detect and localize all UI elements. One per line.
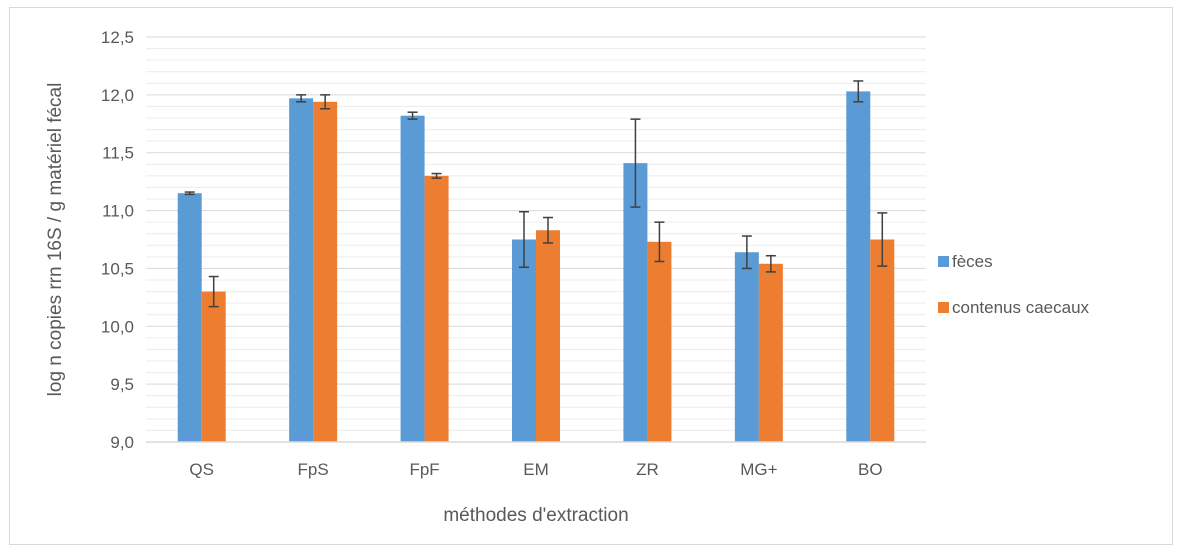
legend-label: contenus caecaux [952, 298, 1090, 317]
y-tick-label: 12,5 [101, 28, 134, 47]
bar-contenus-caecaux [647, 241, 672, 442]
bar-feces [289, 98, 314, 442]
error-bars [184, 80, 888, 308]
y-tick-label: 12,0 [101, 86, 134, 105]
x-tick-label: FpF [409, 460, 439, 479]
bar-feces [623, 163, 648, 442]
bar-feces [512, 239, 536, 442]
legend-swatch [938, 256, 949, 267]
chart-frame [9, 7, 1173, 545]
bar-contenus-caecaux [424, 175, 449, 442]
x-tick-label: MG+ [740, 460, 777, 479]
x-axis-title: méthodes d'extraction [443, 505, 628, 526]
x-tick-label: EM [523, 460, 549, 479]
bar-contenus-caecaux [536, 230, 560, 442]
legend-swatch [938, 302, 949, 313]
y-tick-label: 9,0 [110, 433, 134, 452]
bar-feces [846, 91, 871, 442]
bar-contenus-caecaux [201, 291, 226, 442]
x-axis-ticks: QS FpS FpF EM ZR MG+ BO [189, 460, 882, 479]
bar-contenus-caecaux [313, 101, 338, 443]
x-tick-label: QS [189, 460, 214, 479]
y-tick-label: 9,5 [110, 375, 134, 394]
x-tick-label: FpS [298, 460, 329, 479]
y-tick-label: 11,0 [102, 202, 134, 221]
y-tick-label: 11,5 [102, 144, 134, 163]
y-tick-label: 10,0 [101, 317, 134, 336]
y-axis-title: log n copies rrn 16S / g matériel fécal [45, 83, 66, 397]
y-axis-ticks: 9,0 9,5 10,0 10,5 11,0 11,5 12,0 12,5 [101, 28, 134, 452]
legend-label: fèces [952, 252, 993, 271]
bars [177, 91, 895, 443]
legend: fèces contenus caecaux [938, 252, 1090, 317]
bar-contenus-caecaux [870, 239, 895, 442]
bar-feces [400, 115, 425, 442]
bar-feces [734, 252, 759, 442]
bar-feces [177, 193, 202, 442]
x-tick-label: ZR [636, 460, 659, 479]
bar-contenus-caecaux [758, 263, 783, 442]
y-tick-label: 10,5 [101, 259, 134, 278]
x-tick-label: BO [858, 460, 883, 479]
